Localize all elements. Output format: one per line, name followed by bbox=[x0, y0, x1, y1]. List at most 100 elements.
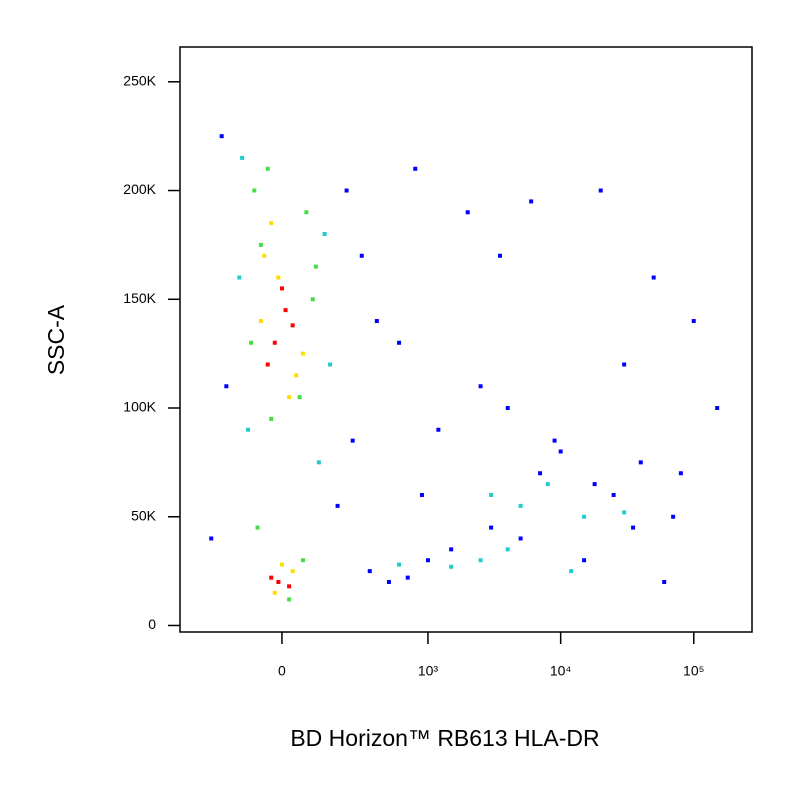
data-point bbox=[279, 286, 284, 291]
data-point bbox=[397, 340, 402, 345]
data-point bbox=[272, 590, 277, 595]
data-point bbox=[489, 525, 494, 530]
data-point bbox=[651, 275, 656, 280]
data-point bbox=[350, 438, 355, 443]
data-point bbox=[359, 253, 364, 258]
y-axis-title: SSC-A bbox=[43, 304, 69, 375]
data-point bbox=[397, 562, 402, 567]
data-point bbox=[538, 471, 543, 476]
data-point bbox=[269, 221, 274, 226]
data-point bbox=[518, 536, 523, 541]
y-tick-label: 250K bbox=[123, 72, 156, 88]
data-point bbox=[294, 373, 299, 378]
data-point bbox=[287, 597, 292, 602]
data-point bbox=[631, 525, 636, 530]
data-point bbox=[290, 569, 295, 574]
data-point bbox=[598, 188, 603, 193]
data-point bbox=[478, 558, 483, 563]
data-point bbox=[249, 340, 254, 345]
data-point bbox=[265, 362, 270, 367]
data-point bbox=[297, 395, 302, 400]
data-point bbox=[290, 323, 295, 328]
data-point bbox=[622, 362, 627, 367]
data-point bbox=[310, 297, 315, 302]
data-point bbox=[374, 319, 379, 324]
data-point bbox=[224, 384, 229, 389]
data-point bbox=[498, 253, 503, 258]
data-point bbox=[405, 575, 410, 580]
y-tick-label: 100K bbox=[123, 399, 156, 415]
data-point bbox=[265, 166, 270, 171]
data-point bbox=[569, 569, 574, 574]
data-point bbox=[552, 438, 557, 443]
data-point bbox=[322, 232, 327, 237]
data-point bbox=[638, 460, 643, 465]
y-tick-label: 200K bbox=[123, 181, 156, 197]
data-point bbox=[279, 562, 284, 567]
data-point bbox=[715, 406, 720, 411]
data-point bbox=[328, 362, 333, 367]
data-point bbox=[505, 547, 510, 552]
data-point bbox=[301, 558, 306, 563]
data-point bbox=[272, 340, 277, 345]
data-point bbox=[611, 492, 616, 497]
data-point bbox=[209, 536, 214, 541]
data-point bbox=[662, 579, 667, 584]
data-point bbox=[529, 199, 534, 204]
data-point bbox=[436, 427, 441, 432]
data-point bbox=[262, 253, 267, 258]
y-tick-label: 50K bbox=[131, 507, 157, 523]
data-point bbox=[276, 275, 281, 280]
data-point bbox=[449, 547, 454, 552]
x-axis-title: BD Horizon™ RB613 HLA-DR bbox=[290, 725, 599, 751]
data-point bbox=[237, 275, 242, 280]
data-point bbox=[316, 460, 321, 465]
plot-frame bbox=[179, 46, 753, 633]
data-point bbox=[276, 579, 281, 584]
data-point bbox=[386, 579, 391, 584]
data-point bbox=[255, 525, 260, 530]
data-point bbox=[301, 351, 306, 356]
x-tick-label: 10³ bbox=[418, 663, 439, 679]
data-point bbox=[678, 471, 683, 476]
data-point bbox=[287, 584, 292, 589]
data-point bbox=[258, 242, 263, 247]
data-point bbox=[258, 319, 263, 324]
data-point bbox=[252, 188, 257, 193]
data-point bbox=[505, 406, 510, 411]
data-point bbox=[413, 166, 418, 171]
data-point bbox=[367, 569, 372, 574]
data-point bbox=[240, 155, 245, 160]
data-point bbox=[335, 503, 340, 508]
data-point bbox=[622, 510, 627, 515]
data-point bbox=[545, 482, 550, 487]
data-point bbox=[449, 564, 454, 569]
x-tick-label: 10⁴ bbox=[550, 663, 572, 679]
data-point bbox=[582, 558, 587, 563]
data-point bbox=[344, 188, 349, 193]
data-point bbox=[671, 514, 676, 519]
data-point bbox=[283, 308, 288, 313]
x-tick-label: 0 bbox=[278, 663, 286, 679]
data-point bbox=[691, 319, 696, 324]
data-point bbox=[518, 503, 523, 508]
data-point bbox=[425, 558, 430, 563]
data-point bbox=[592, 482, 597, 487]
data-point bbox=[246, 427, 251, 432]
data-point bbox=[489, 492, 494, 497]
data-point bbox=[313, 264, 318, 269]
y-tick-label: 0 bbox=[148, 616, 156, 632]
data-point bbox=[304, 210, 309, 215]
data-point bbox=[478, 384, 483, 389]
data-point bbox=[558, 449, 563, 454]
data-point bbox=[269, 416, 274, 421]
data-point bbox=[219, 134, 224, 139]
y-tick-label: 150K bbox=[123, 290, 156, 306]
x-tick-label: 10⁵ bbox=[683, 663, 704, 679]
data-point bbox=[419, 492, 424, 497]
data-point bbox=[287, 395, 292, 400]
data-point bbox=[582, 514, 587, 519]
data-point bbox=[465, 210, 470, 215]
